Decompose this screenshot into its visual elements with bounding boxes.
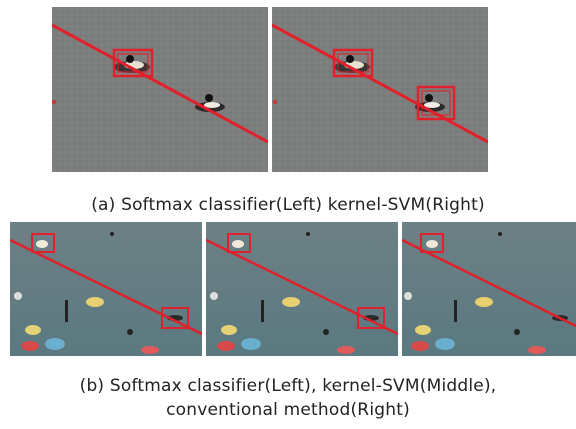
caption-b-line1: (b) Softmax classifier(Left), kernel-SVM… bbox=[79, 376, 497, 396]
panel-a-left-softmax bbox=[52, 7, 268, 172]
panel-b-middle-kernel-svm bbox=[206, 222, 398, 356]
panel-a-right-kernel-svm bbox=[272, 7, 488, 172]
caption-a: (a) Softmax classifier(Left) kernel-SVM(… bbox=[91, 195, 485, 215]
panel-b-left-softmax bbox=[10, 222, 202, 356]
caption-b-line2: conventional method(Right) bbox=[166, 400, 410, 420]
panel-b-right-conventional bbox=[402, 222, 576, 356]
